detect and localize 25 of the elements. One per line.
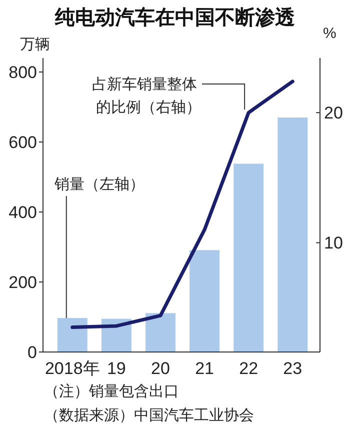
x-tick-label: 19 bbox=[106, 359, 126, 378]
chart-title: 纯电动汽车在中国不断渗透 bbox=[54, 6, 295, 29]
x-tick-label: 22 bbox=[239, 359, 258, 378]
y-tick-label: 0 bbox=[28, 343, 37, 362]
y2-axis-title: % bbox=[323, 25, 336, 42]
text: 销量（左轴） bbox=[53, 176, 144, 193]
bar bbox=[57, 318, 88, 352]
y2-tick-label: 10 bbox=[324, 234, 343, 253]
bar bbox=[190, 250, 220, 352]
x-tick-label: 21 bbox=[195, 359, 214, 378]
y-tick-label: 200 bbox=[8, 273, 37, 292]
bar bbox=[146, 313, 176, 352]
x-tick-label: 20 bbox=[151, 359, 170, 378]
bar bbox=[234, 164, 264, 352]
text: 占新车销量整体的比例（右轴） bbox=[92, 76, 201, 116]
x-tick-label: 2018年 bbox=[44, 359, 100, 378]
y-tick-label: 400 bbox=[8, 203, 37, 222]
text: （数据来源）中国汽车工业协会 bbox=[44, 407, 254, 424]
y-axis-title: 万辆 bbox=[20, 36, 50, 53]
bar bbox=[278, 118, 308, 352]
y-tick-label: 600 bbox=[8, 133, 37, 152]
text: （注）销量包含出口 bbox=[44, 383, 179, 400]
y2-tick-label: 20 bbox=[324, 104, 343, 123]
x-tick-label: 23 bbox=[283, 359, 302, 378]
y-tick-label: 800 bbox=[8, 63, 37, 82]
